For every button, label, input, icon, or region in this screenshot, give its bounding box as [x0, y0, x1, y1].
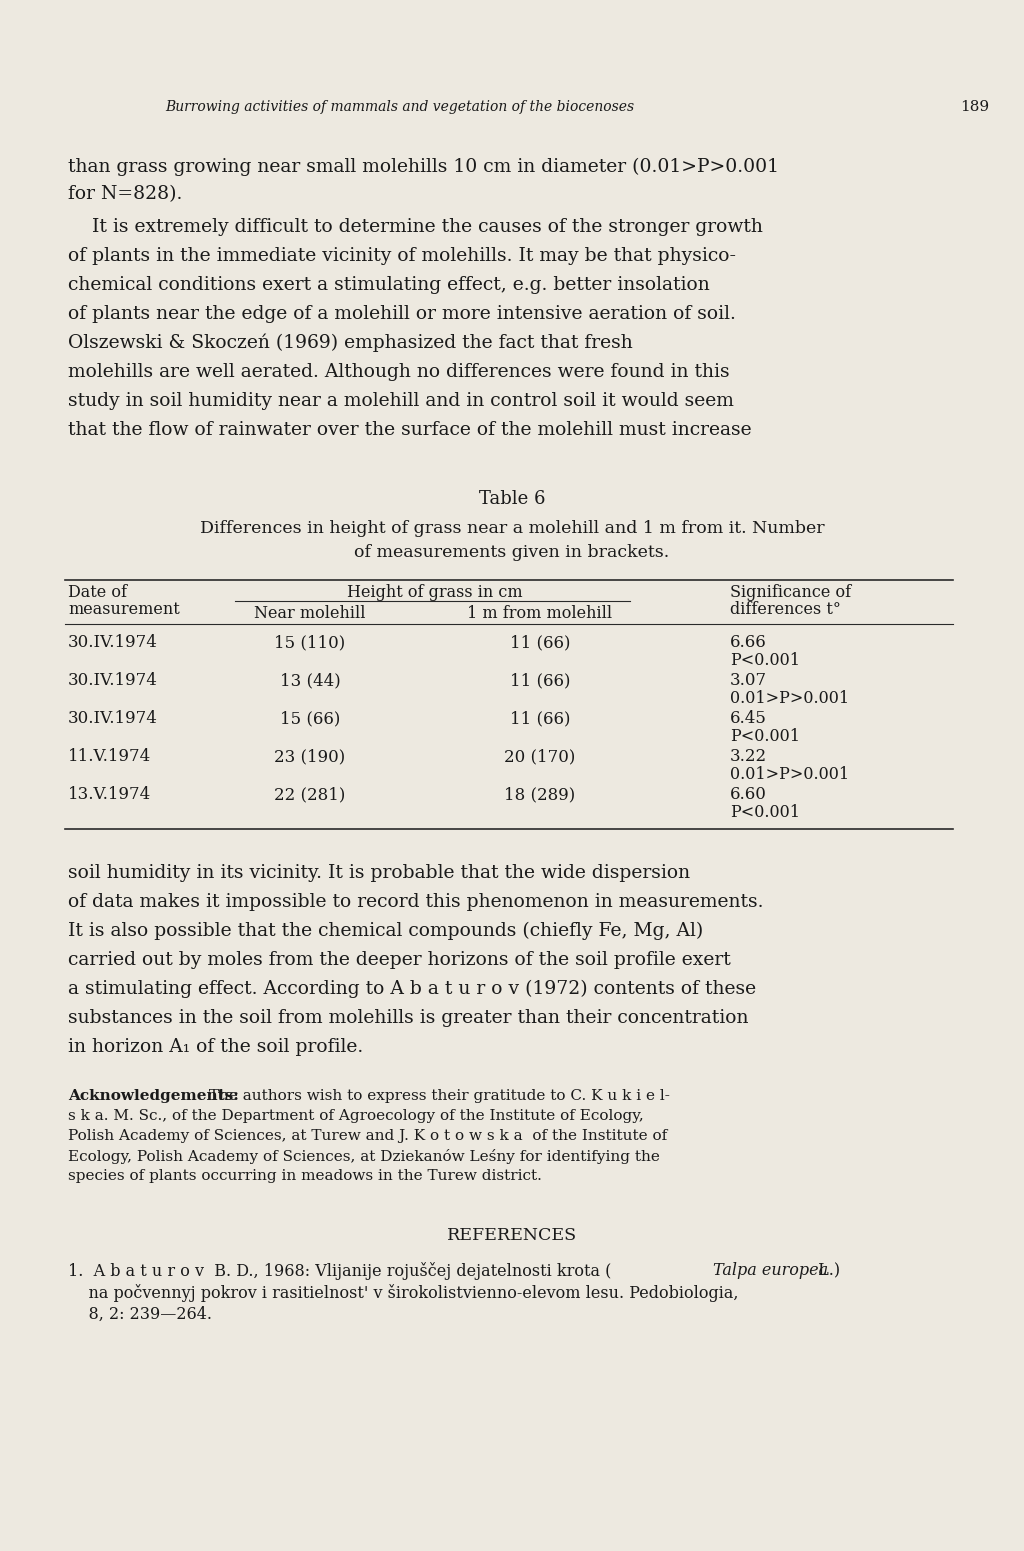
Text: Height of grass in cm: Height of grass in cm: [347, 585, 523, 600]
Text: 0.01>P>0.001: 0.01>P>0.001: [730, 690, 849, 707]
Text: 13.V.1974: 13.V.1974: [68, 786, 152, 803]
Text: 11 (66): 11 (66): [510, 634, 570, 651]
Text: P<0.001: P<0.001: [730, 727, 800, 744]
Text: Olszewski & Skoczeń (1969) emphasized the fact that fresh: Olszewski & Skoczeń (1969) emphasized th…: [68, 333, 633, 352]
Text: of plants near the edge of a molehill or more intensive aeration of soil.: of plants near the edge of a molehill or…: [68, 306, 736, 323]
Text: 11 (66): 11 (66): [510, 710, 570, 727]
Text: soil humidity in its vicinity. It is probable that the wide dispersion: soil humidity in its vicinity. It is pro…: [68, 864, 690, 883]
Text: 13 (44): 13 (44): [280, 672, 340, 689]
Text: 20 (170): 20 (170): [504, 748, 575, 765]
Text: study in soil humidity near a molehill and in control soil it would seem: study in soil humidity near a molehill a…: [68, 392, 734, 409]
Text: na počvennyj pokrov i rasitielnost' v širokolistvienno-elevom lesu. Pedobiologia: na počvennyj pokrov i rasitielnost' v ši…: [68, 1284, 738, 1301]
Text: 23 (190): 23 (190): [274, 748, 346, 765]
Text: 0.01>P>0.001: 0.01>P>0.001: [730, 766, 849, 783]
Text: Table 6: Table 6: [479, 490, 545, 509]
Text: than grass growing near small molehills 10 cm in diameter (0.01>P>0.001: than grass growing near small molehills …: [68, 158, 779, 177]
Text: 15 (66): 15 (66): [280, 710, 340, 727]
Text: measurement: measurement: [68, 600, 180, 617]
Text: 6.45: 6.45: [730, 710, 767, 727]
Text: 3.07: 3.07: [730, 672, 767, 689]
Text: 11.V.1974: 11.V.1974: [68, 748, 152, 765]
Text: 189: 189: [961, 99, 989, 115]
Text: of measurements given in brackets.: of measurements given in brackets.: [354, 544, 670, 561]
Text: Talpa europea: Talpa europea: [713, 1263, 828, 1280]
Text: 1 m from molehill: 1 m from molehill: [467, 605, 612, 622]
Text: 30.IV.1974: 30.IV.1974: [68, 634, 158, 651]
Text: Polish Academy of Sciences, at Turew and J. K o t o w s k a  of the Institute of: Polish Academy of Sciences, at Turew and…: [68, 1129, 668, 1143]
Text: It is also possible that the chemical compounds (chiefly Fe, Mg, Al): It is also possible that the chemical co…: [68, 921, 703, 940]
Text: The authors wish to express their gratitude to C. K u k i e l-: The authors wish to express their gratit…: [204, 1089, 670, 1103]
Text: P<0.001: P<0.001: [730, 803, 800, 820]
Text: It is extremely difficult to determine the causes of the stronger growth: It is extremely difficult to determine t…: [68, 219, 763, 236]
Text: in horizon A₁ of the soil profile.: in horizon A₁ of the soil profile.: [68, 1038, 364, 1056]
Text: Differences in height of grass near a molehill and 1 m from it. Number: Differences in height of grass near a mo…: [200, 520, 824, 537]
Text: that the flow of rainwater over the surface of the molehill must increase: that the flow of rainwater over the surf…: [68, 420, 752, 439]
Text: 8, 2: 239—264.: 8, 2: 239—264.: [68, 1306, 212, 1323]
Text: Ecology, Polish Academy of Sciences, at Dziekanów Leśny for identifying the: Ecology, Polish Academy of Sciences, at …: [68, 1149, 659, 1163]
Text: Significance of: Significance of: [730, 585, 851, 600]
Text: for N=828).: for N=828).: [68, 185, 182, 203]
Text: carried out by moles from the deeper horizons of the soil profile exert: carried out by moles from the deeper hor…: [68, 951, 731, 969]
Text: a stimulating effect. According to A b a t u r o v (1972) contents of these: a stimulating effect. According to A b a…: [68, 980, 756, 999]
Text: of data makes it impossible to record this phenomenon in measurements.: of data makes it impossible to record th…: [68, 893, 764, 910]
Text: 6.60: 6.60: [730, 786, 767, 803]
Text: REFERENCES: REFERENCES: [446, 1227, 578, 1244]
Text: species of plants occurring in meadows in the Turew district.: species of plants occurring in meadows i…: [68, 1169, 542, 1183]
Text: molehills are well aerated. Although no differences were found in this: molehills are well aerated. Although no …: [68, 363, 730, 382]
Text: differences t°: differences t°: [730, 600, 841, 617]
Text: chemical conditions exert a stimulating effect, e.g. better insolation: chemical conditions exert a stimulating …: [68, 276, 710, 295]
Text: 1.  A b a t u r o v  B. D., 1968: Vlijanije rojuščej dejatelnosti krota (: 1. A b a t u r o v B. D., 1968: Vlijanij…: [68, 1263, 611, 1280]
Text: 15 (110): 15 (110): [274, 634, 346, 651]
Text: L.): L.): [813, 1263, 840, 1280]
Text: 3.22: 3.22: [730, 748, 767, 765]
Text: P<0.001: P<0.001: [730, 651, 800, 668]
Text: 18 (289): 18 (289): [505, 786, 575, 803]
Text: Acknowledgements:: Acknowledgements:: [68, 1089, 239, 1103]
Text: Date of: Date of: [68, 585, 127, 600]
Text: 30.IV.1974: 30.IV.1974: [68, 710, 158, 727]
Text: Near molehill: Near molehill: [254, 605, 366, 622]
Text: 30.IV.1974: 30.IV.1974: [68, 672, 158, 689]
Text: s k a. M. Sc., of the Department of Agroecology of the Institute of Ecology,: s k a. M. Sc., of the Department of Agro…: [68, 1109, 644, 1123]
Text: 22 (281): 22 (281): [274, 786, 346, 803]
Text: of plants in the immediate vicinity of molehills. It may be that physico-: of plants in the immediate vicinity of m…: [68, 247, 736, 265]
Text: 11 (66): 11 (66): [510, 672, 570, 689]
Text: Burrowing activities of mammals and vegetation of the biocenoses: Burrowing activities of mammals and vege…: [166, 99, 635, 115]
Text: substances in the soil from molehills is greater than their concentration: substances in the soil from molehills is…: [68, 1010, 749, 1027]
Text: 6.66: 6.66: [730, 634, 767, 651]
